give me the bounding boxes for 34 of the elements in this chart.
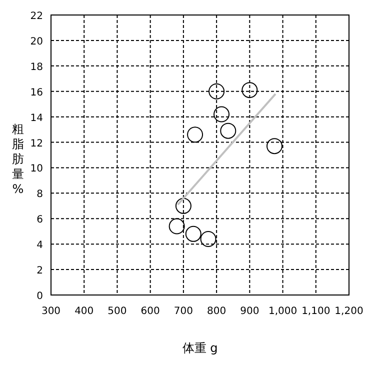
y-tick-label: 16 [30, 87, 43, 98]
point [168, 218, 185, 234]
x-tick-label: 900 [240, 306, 260, 317]
point [200, 231, 216, 247]
y-tick-label: 0 [36, 291, 43, 302]
point [187, 126, 204, 143]
x-tick-label: 400 [74, 306, 94, 317]
point [214, 106, 230, 122]
point [220, 122, 236, 139]
y-tick-label: 10 [30, 164, 43, 175]
y-tick-label: 4 [36, 240, 43, 252]
point [242, 82, 258, 98]
y-tick-label: 6 [36, 214, 43, 226]
point [266, 138, 282, 154]
x-tick-label: 1,100 [302, 306, 330, 317]
point [208, 83, 225, 100]
y-tick-label: 12 [30, 138, 43, 150]
y-axis-title: 粗脂肪量% [12, 122, 24, 196]
x-tick-label: 1,200 [334, 306, 364, 317]
point [185, 226, 202, 242]
y-tick-label: 22 [30, 11, 43, 22]
x-tick-label: 700 [174, 306, 193, 317]
y-tick-label: 20 [30, 36, 43, 48]
x-axis-title: 体重 g [182, 341, 218, 355]
x-tick-label: 300 [41, 306, 61, 317]
y-tick-label: 14 [30, 112, 43, 124]
y-tick-label: 18 [30, 62, 43, 73]
y-tick-label: 8 [36, 189, 43, 200]
x-tick-label: 800 [207, 306, 226, 317]
x-tick-label: 500 [108, 306, 127, 317]
x-tick-label: 600 [140, 306, 160, 317]
x-tick-label: 1,000 [268, 306, 298, 317]
point [175, 198, 192, 214]
y-tick-label: 2 [36, 266, 43, 277]
